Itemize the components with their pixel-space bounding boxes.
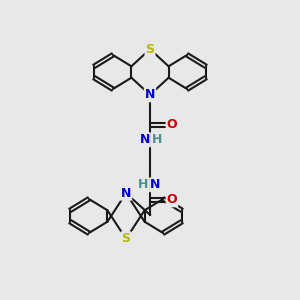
Text: S: S	[146, 43, 154, 56]
Text: O: O	[167, 118, 177, 131]
Text: N: N	[140, 133, 150, 146]
Text: S: S	[122, 232, 130, 245]
Text: H: H	[152, 133, 162, 146]
Text: N: N	[121, 187, 131, 200]
Text: H: H	[138, 178, 148, 191]
Text: N: N	[150, 178, 161, 191]
Text: O: O	[167, 193, 177, 206]
Text: N: N	[145, 88, 155, 101]
